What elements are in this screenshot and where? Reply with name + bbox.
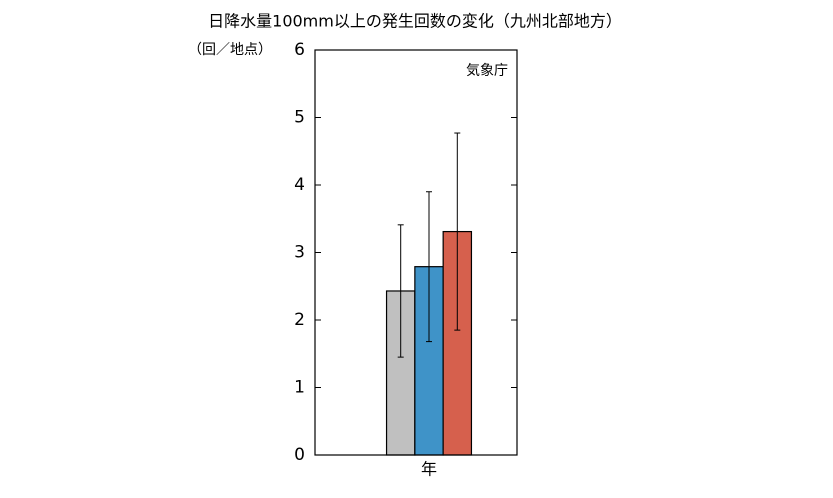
y-tick-label: 1 bbox=[294, 378, 305, 398]
y-axis-label: （回／地点） bbox=[188, 42, 272, 58]
y-tick-label: 4 bbox=[294, 175, 305, 195]
y-tick-label: 6 bbox=[294, 40, 305, 60]
annotation: 気象庁 bbox=[466, 63, 508, 79]
plot-frame bbox=[314, 49, 518, 456]
y-tick-label: 5 bbox=[294, 108, 305, 128]
y-tick-label: 0 bbox=[294, 445, 305, 465]
y-tick-label: 3 bbox=[294, 243, 305, 263]
y-tick-label: 2 bbox=[294, 310, 305, 330]
x-tick-label: 年 bbox=[421, 460, 437, 479]
chart-title: 日降水量100mm以上の発生回数の変化（九州北部地方） bbox=[208, 12, 622, 31]
